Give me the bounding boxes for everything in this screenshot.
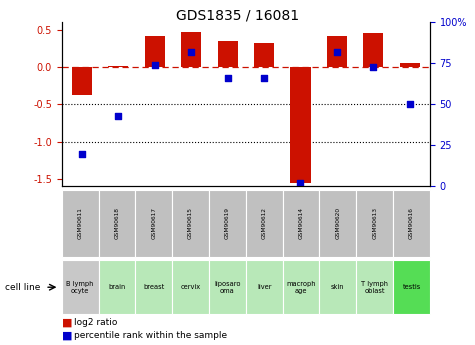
Text: GSM90618: GSM90618 (114, 207, 120, 239)
Point (224, 75, 231, 81)
Text: percentile rank within the sample: percentile rank within the sample (74, 331, 227, 340)
Bar (290, 67, 311, 183)
Bar (72, 67, 92, 96)
Point (260, 75, 268, 81)
Bar (327, 36, 347, 67)
Text: GSM90615: GSM90615 (188, 207, 193, 239)
Bar (400, 63, 420, 67)
Text: ■: ■ (62, 331, 72, 340)
Point (114, 113, 122, 119)
Text: GDS1835 / 16081: GDS1835 / 16081 (176, 9, 299, 23)
Text: B lymph
ocyte: B lymph ocyte (66, 281, 94, 294)
Text: GSM90619: GSM90619 (225, 207, 230, 239)
Bar (108, 66, 128, 67)
Point (406, 101, 414, 107)
Text: GSM90620: GSM90620 (335, 207, 341, 239)
Bar (363, 33, 383, 67)
Point (187, 49, 195, 55)
Bar (254, 43, 274, 67)
Text: log2 ratio: log2 ratio (74, 318, 117, 327)
Text: liposaro
oma: liposaro oma (214, 281, 241, 294)
Point (297, 180, 304, 186)
Text: breast: breast (143, 284, 164, 290)
Text: GSM90614: GSM90614 (298, 207, 304, 239)
Text: GSM90613: GSM90613 (372, 207, 377, 239)
Text: brain: brain (108, 284, 125, 290)
Bar (181, 32, 201, 67)
Text: skin: skin (331, 284, 344, 290)
Text: GSM90616: GSM90616 (409, 207, 414, 239)
Text: GSM90617: GSM90617 (151, 207, 156, 239)
Text: testis: testis (402, 284, 420, 290)
Text: T lymph
oblast: T lymph oblast (361, 281, 388, 294)
Point (370, 64, 377, 69)
Text: cell line: cell line (5, 283, 40, 292)
Text: liver: liver (257, 284, 272, 290)
Text: cervix: cervix (180, 284, 200, 290)
Text: GSM90612: GSM90612 (262, 207, 267, 239)
Bar (218, 41, 238, 67)
Text: macroph
age: macroph age (286, 281, 316, 294)
Bar (145, 36, 165, 67)
Text: ■: ■ (62, 318, 72, 327)
Point (78, 151, 86, 156)
Point (151, 62, 159, 68)
Point (333, 49, 341, 55)
Text: GSM90611: GSM90611 (77, 207, 83, 239)
